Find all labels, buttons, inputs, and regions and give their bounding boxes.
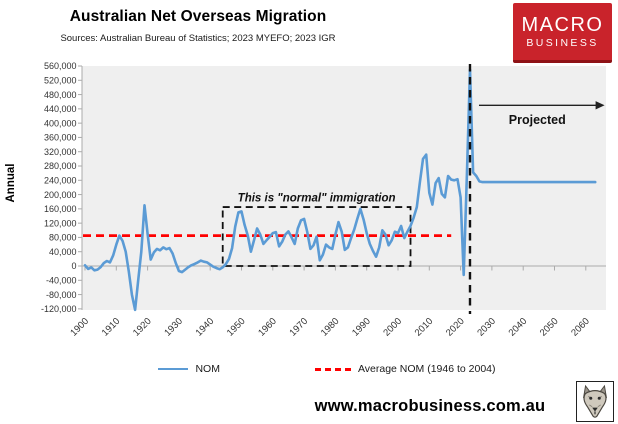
nom-chart: 560,000 520,000 480,000 440,000 400,000 360,0… <box>0 56 618 356</box>
x-tick-label: 1920 <box>131 316 154 339</box>
wolf-logo <box>576 381 614 422</box>
x-tick-label: 1910 <box>100 316 123 339</box>
footer-url[interactable]: www.macrobusiness.com.au <box>314 397 546 415</box>
x-tick-label: 2000 <box>381 316 404 339</box>
normal-range-label: This is "normal" immigration <box>238 193 396 205</box>
legend-item-average-nom: Average NOM (1946 to 2004) <box>314 363 496 375</box>
y-tick-label: -120,000 <box>41 304 77 314</box>
y-tick-label: -80,000 <box>46 290 77 300</box>
y-tick-label: 440,000 <box>44 104 77 114</box>
y-tick-label: 280,000 <box>44 161 77 171</box>
x-tick-label: 1930 <box>162 316 185 339</box>
chart-canvas: 560,000 520,000 480,000 440,000 400,000 360,0… <box>41 61 606 339</box>
legend-label-average-nom: Average NOM (1946 to 2004) <box>357 363 496 375</box>
nom-line-swatch <box>158 368 189 370</box>
y-tick-label: 40,000 <box>49 247 77 257</box>
y-tick-label: 80,000 <box>49 233 77 243</box>
chart-legend: NOM Average NOM (1946 to 2004) <box>0 363 618 375</box>
x-tick-label: 1980 <box>319 316 342 339</box>
wolf-icon <box>583 384 607 418</box>
y-tick-label: 400,000 <box>44 118 77 128</box>
x-tick-label: 1940 <box>194 316 217 339</box>
y-tick-label: 240,000 <box>44 175 77 185</box>
x-tick-label: 2010 <box>413 316 436 339</box>
legend-item-nom: NOM <box>158 363 220 375</box>
chart-source: Sources: Australian Bureau of Statistics… <box>60 33 336 44</box>
y-tick-label: 560,000 <box>44 61 77 71</box>
x-tick-label: 2040 <box>507 316 530 339</box>
header: Australian Net Overseas Migration Source… <box>18 8 378 44</box>
x-tick-label: 1960 <box>256 316 279 339</box>
y-tick-label: -40,000 <box>46 275 77 285</box>
x-tick-label: 1900 <box>68 316 91 339</box>
y-tick-label: 520,000 <box>44 75 77 85</box>
normal-range-box <box>221 206 412 267</box>
logo-line-macro: MACRO <box>521 13 604 36</box>
y-tick-label: 320,000 <box>44 147 77 157</box>
average-nom-swatch <box>314 367 351 371</box>
nom-line <box>83 68 597 312</box>
macrobusiness-logo[interactable]: MACRO BUSINESS <box>513 3 612 63</box>
chart-title: Australian Net Overseas Migration <box>69 8 327 25</box>
legend-label-nom: NOM <box>195 363 220 375</box>
y-tick-label: 360,000 <box>44 133 77 143</box>
logo-line-business: BUSINESS <box>526 36 599 49</box>
x-tick-label: 2020 <box>444 316 467 339</box>
x-tick-label: 2060 <box>569 316 592 339</box>
y-tick-label: 480,000 <box>44 90 77 100</box>
x-tick-label: 1990 <box>350 316 373 339</box>
projected-arrowhead <box>595 101 605 110</box>
x-tick-label: 2030 <box>475 316 498 339</box>
projected-label: Projected <box>509 113 566 127</box>
y-tick-label: 200,000 <box>44 190 77 200</box>
y-tick-label: 0 <box>71 261 76 271</box>
x-tick-label: 2050 <box>538 316 561 339</box>
plot-area <box>82 66 606 310</box>
y-tick-label: 120,000 <box>44 218 77 228</box>
y-tick-label: 160,000 <box>44 204 77 214</box>
x-tick-label: 1970 <box>287 316 310 339</box>
x-tick-label: 1950 <box>225 316 248 339</box>
